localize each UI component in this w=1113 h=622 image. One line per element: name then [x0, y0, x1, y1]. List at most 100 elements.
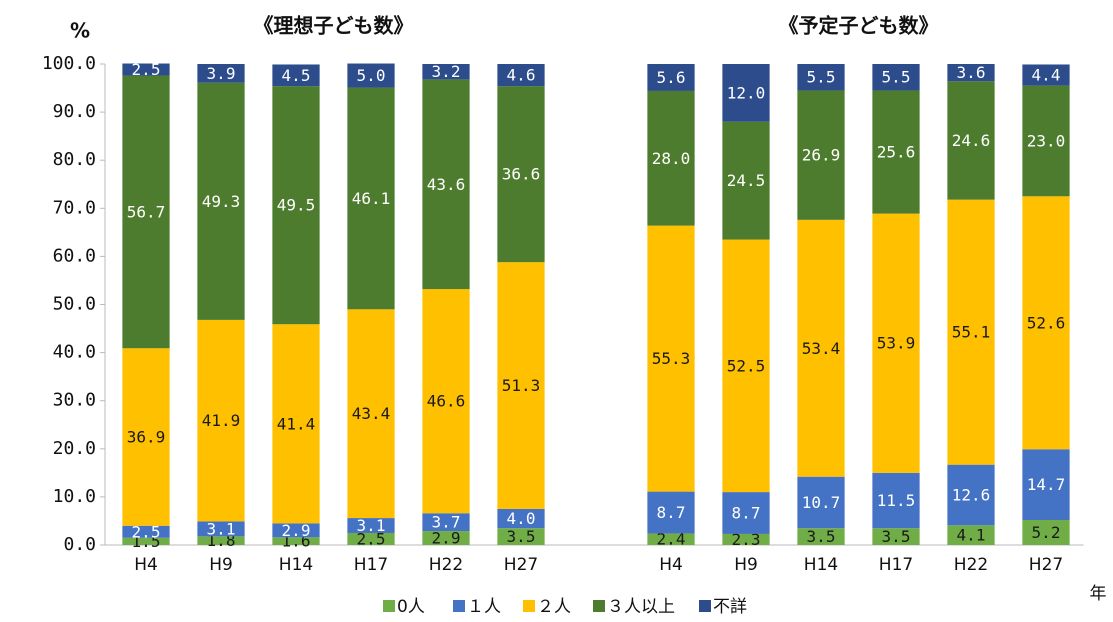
- bar-segment: [122, 348, 170, 526]
- y-tick-label: 60.0: [53, 245, 96, 266]
- legend-label: ２人: [537, 597, 571, 617]
- data-label: 3.1: [207, 519, 236, 538]
- bar-segment: [347, 532, 395, 545]
- x-tick-label: H4: [659, 555, 683, 575]
- bar-segment: [722, 492, 770, 534]
- bar-segment: [497, 64, 545, 87]
- bar-segment: [947, 64, 995, 82]
- data-label: 26.9: [802, 146, 841, 165]
- bar-segment: [347, 87, 395, 310]
- bar-segment: [647, 64, 695, 91]
- data-label: 2.9: [432, 529, 461, 548]
- bar-segment: [497, 528, 545, 545]
- bar-segment: [422, 289, 470, 514]
- y-tick-label: 40.0: [53, 342, 96, 363]
- data-label: 3.5: [882, 527, 911, 546]
- data-label: 53.4: [802, 339, 841, 358]
- x-tick-label: H4: [134, 555, 158, 575]
- data-label: 51.3: [502, 376, 541, 395]
- bar-segment: [272, 64, 320, 87]
- data-label: 46.6: [427, 392, 466, 411]
- y-tick-label: 10.0: [53, 486, 96, 507]
- y-tick-label: 30.0: [53, 390, 96, 411]
- data-label: 43.6: [427, 175, 466, 194]
- bar-segment: [122, 525, 170, 538]
- data-label: 56.7: [127, 202, 166, 221]
- x-tick-label: H27: [1029, 555, 1063, 575]
- data-label: 8.7: [657, 503, 686, 522]
- data-label: 2.9: [282, 521, 311, 540]
- data-label: 5.0: [357, 66, 386, 85]
- data-label: 11.5: [877, 491, 916, 510]
- data-label: 24.6: [952, 131, 991, 150]
- data-label: 5.5: [807, 68, 836, 87]
- x-tick-label: H27: [504, 555, 538, 575]
- x-tick-label: H22: [954, 555, 988, 575]
- bar-segment: [497, 262, 545, 509]
- data-label: 49.3: [202, 192, 241, 211]
- data-label: 3.9: [207, 64, 236, 83]
- y-tick-label: 100.0: [42, 53, 96, 74]
- data-label: 55.3: [652, 349, 691, 368]
- legend-swatch: [383, 600, 395, 612]
- y-tick-label: 70.0: [53, 197, 96, 218]
- bar-segment: [497, 86, 545, 263]
- x-tick-label: H14: [279, 555, 313, 575]
- bar-segment: [872, 64, 920, 91]
- x-axis-label: 年: [1090, 584, 1107, 604]
- data-label: 52.6: [1027, 313, 1066, 332]
- data-label: 23.0: [1027, 131, 1066, 150]
- bar-segment: [197, 82, 245, 320]
- bar-segment: [197, 64, 245, 83]
- bar-segment: [797, 64, 845, 91]
- data-label: 4.4: [1032, 66, 1061, 85]
- bar-segment: [947, 199, 995, 465]
- bar-segment: [797, 476, 845, 529]
- data-label: 2.5: [132, 522, 161, 541]
- bar-segment: [797, 219, 845, 477]
- bar-segment: [1022, 64, 1070, 86]
- data-label: 5.2: [1032, 523, 1061, 542]
- bar-segment: [722, 64, 770, 122]
- data-label: 3.6: [957, 63, 986, 82]
- bar-segment: [797, 90, 845, 220]
- data-label: 2.4: [657, 530, 686, 549]
- bar-segment: [647, 90, 695, 226]
- bar-segment: [347, 63, 395, 88]
- legend-label: １人: [467, 597, 501, 617]
- y-tick-label: 90.0: [53, 101, 96, 122]
- data-label: 12.0: [727, 83, 766, 102]
- bar-segment: [722, 239, 770, 493]
- bar-segment: [347, 309, 395, 519]
- data-label: 4.0: [507, 509, 536, 528]
- legend-label: 0人: [397, 597, 425, 617]
- legend-swatch: [453, 600, 465, 612]
- data-label: 49.5: [277, 196, 316, 215]
- data-label: 12.6: [952, 485, 991, 504]
- legend-swatch: [699, 600, 711, 612]
- bar-segment: [1022, 449, 1070, 520]
- data-label: 2.3: [732, 530, 761, 549]
- bar-segment: [272, 324, 320, 524]
- legend-label: ３人以上: [607, 597, 675, 617]
- data-label: 25.6: [877, 143, 916, 162]
- data-label: 4.6: [507, 66, 536, 85]
- x-tick-label: H9: [209, 555, 233, 575]
- bar-segment: [122, 63, 170, 76]
- data-label: 24.5: [727, 171, 766, 190]
- x-tick-label: H14: [804, 555, 838, 575]
- bar-segment: [422, 513, 470, 532]
- y-tick-label: 20.0: [53, 438, 96, 459]
- bar-segment: [422, 79, 470, 290]
- bar-segment: [197, 319, 245, 522]
- bar-segment: [347, 518, 395, 533]
- bar-segment: [872, 472, 920, 529]
- data-label: 2.5: [357, 529, 386, 548]
- bar-segment: [647, 533, 695, 545]
- data-label: 41.9: [202, 411, 241, 430]
- bar-segment: [947, 464, 995, 526]
- bar-segment: [647, 491, 695, 534]
- legend-swatch: [523, 600, 535, 612]
- data-label: 4.1: [957, 526, 986, 545]
